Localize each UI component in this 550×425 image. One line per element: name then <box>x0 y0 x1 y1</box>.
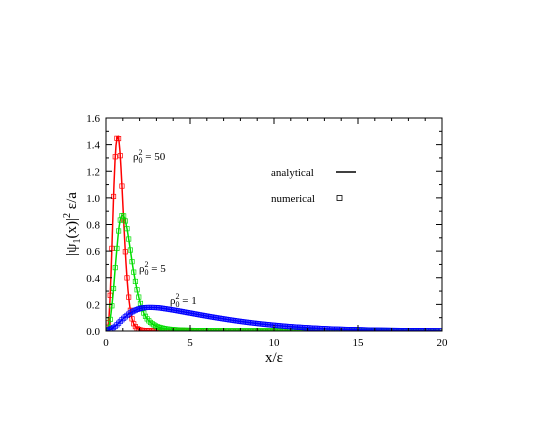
annotation-rho-5: ρ02 = 5 <box>139 260 166 277</box>
legend-square-swatch <box>336 195 343 201</box>
numerical-point <box>151 322 157 328</box>
y-tick-label: 1.6 <box>86 113 100 125</box>
numerical-point <box>136 306 142 312</box>
analytical-curve-rho-50 <box>106 135 442 331</box>
numerical-point <box>119 183 125 189</box>
numerical-point <box>112 154 118 160</box>
x-tick-label: 0 <box>103 337 109 349</box>
numerical-point <box>112 323 118 329</box>
numerical-point <box>156 324 162 330</box>
numerical-point <box>132 307 138 313</box>
numerical-point <box>117 153 123 159</box>
numerical-point <box>127 247 133 253</box>
numerical-point <box>122 314 128 320</box>
numerical-point <box>129 316 135 322</box>
numerical-point <box>136 294 142 300</box>
numerical-point <box>117 318 123 324</box>
numerical-point <box>136 326 142 331</box>
numerical-point <box>111 325 117 331</box>
numerical-point <box>107 316 113 322</box>
annotation-rho-50: ρ02 = 50 <box>133 148 166 165</box>
numerical-point <box>111 193 117 200</box>
numerical-point <box>109 303 115 309</box>
numerical-point <box>112 265 118 271</box>
numerical-point <box>116 228 122 234</box>
numerical-point <box>154 324 160 330</box>
series-layer <box>106 135 442 331</box>
series-rho-50 <box>106 135 442 331</box>
numerical-point <box>122 249 128 255</box>
numerical-point <box>131 321 137 327</box>
numerical-point <box>109 245 115 251</box>
numerical-point <box>132 278 138 285</box>
numerical-point <box>116 320 122 326</box>
numerical-point <box>134 287 140 293</box>
y-tick-label: 0.4 <box>86 273 100 285</box>
legend: analytical numerical <box>271 167 356 205</box>
numerical-point <box>107 326 113 331</box>
x-tick-label: 10 <box>269 337 281 349</box>
numerical-point <box>131 308 137 314</box>
numerical-point <box>116 136 122 142</box>
numerical-point <box>137 305 143 311</box>
y-tick-label: 0.8 <box>86 220 100 232</box>
numerical-point <box>131 269 137 275</box>
numerical-point <box>124 275 130 281</box>
y-axis-title: |ψ1(x)|2 ε/a <box>62 192 83 256</box>
numerical-point <box>111 285 117 292</box>
numerical-point <box>119 317 125 323</box>
numerical-point <box>153 323 159 329</box>
numerical-point <box>134 306 140 313</box>
numerical-point <box>129 309 135 315</box>
y-tick-label: 0.6 <box>86 246 100 258</box>
plot-frame <box>105 117 443 332</box>
x-tick-label: 20 <box>437 337 449 349</box>
y-tick-label: 1.2 <box>86 166 100 178</box>
numerical-point <box>142 313 149 319</box>
legend-label-analytical: analytical <box>271 167 314 179</box>
numerical-point <box>126 236 132 242</box>
legend-label-numerical: numerical <box>271 193 315 205</box>
numerical-point <box>158 325 164 331</box>
y-tick-label: 1.0 <box>86 193 100 205</box>
numerical-points-rho-50 <box>106 135 442 331</box>
numerical-point <box>159 325 165 331</box>
numerical-point <box>124 226 130 232</box>
axes-layer: 0 5 10 15 20 0.0 0.2 0.4 0.6 0.8 1.0 1.2 1.4 1.6 x/ε |ψ… <box>62 113 448 366</box>
numerical-point <box>129 259 135 265</box>
annotation-rho-1: ρ02 = 1 <box>170 292 197 309</box>
numerical-point <box>122 218 128 224</box>
x-axis-title: x/ε <box>265 350 283 366</box>
x-tick-label: 15 <box>353 337 365 349</box>
numerical-point <box>121 315 127 321</box>
numerical-point <box>114 322 120 328</box>
numerical-point <box>126 294 132 300</box>
numerical-point <box>114 245 120 251</box>
numerical-point <box>121 213 127 219</box>
y-tick-label: 0.0 <box>86 326 100 338</box>
numerical-point <box>146 318 152 324</box>
x-tick-label: 5 <box>187 337 193 349</box>
y-tick-label: 0.2 <box>86 299 100 311</box>
numerical-point <box>141 310 147 316</box>
y-tick-label: 1.4 <box>86 140 100 152</box>
